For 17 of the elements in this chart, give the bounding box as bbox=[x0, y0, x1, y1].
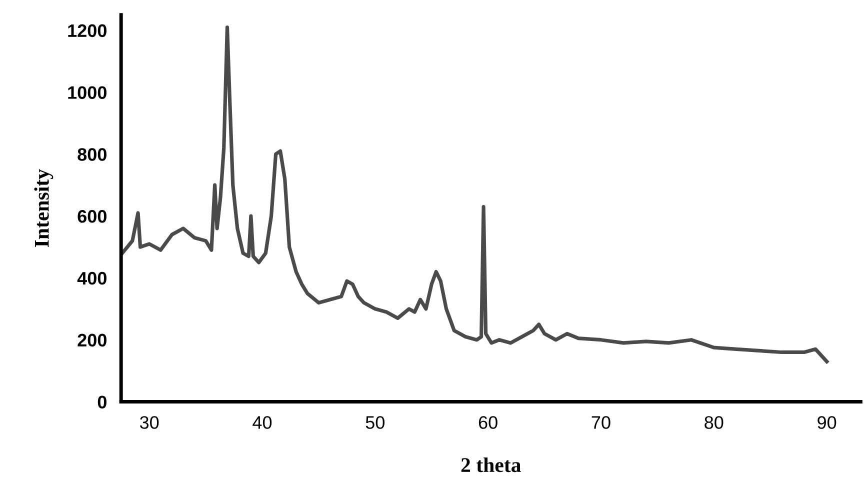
x-tick-label: 40 bbox=[252, 416, 272, 429]
x-tick-label: 70 bbox=[592, 416, 610, 429]
line-series bbox=[121, 25, 829, 364]
y-tick-label: 1000 bbox=[68, 86, 106, 99]
x-tick-label: 60 bbox=[478, 416, 498, 429]
y-tick-label: 800 bbox=[78, 148, 106, 161]
x-tick-label: 30 bbox=[140, 416, 159, 429]
y-tick-label: 400 bbox=[77, 272, 106, 285]
x-tick-label: 90 bbox=[818, 416, 836, 429]
y-axis-title: Intensity bbox=[34, 169, 54, 247]
x-axis-title: 2 theta bbox=[461, 457, 521, 472]
y-tick-label: 200 bbox=[78, 334, 106, 347]
x-tick-label: 80 bbox=[704, 416, 724, 429]
y-tick-label: 600 bbox=[78, 210, 106, 223]
y-tick-label: 1200 bbox=[68, 24, 106, 38]
y-tick-label: 0 bbox=[98, 396, 106, 408]
x-tick-label: 50 bbox=[366, 416, 384, 429]
